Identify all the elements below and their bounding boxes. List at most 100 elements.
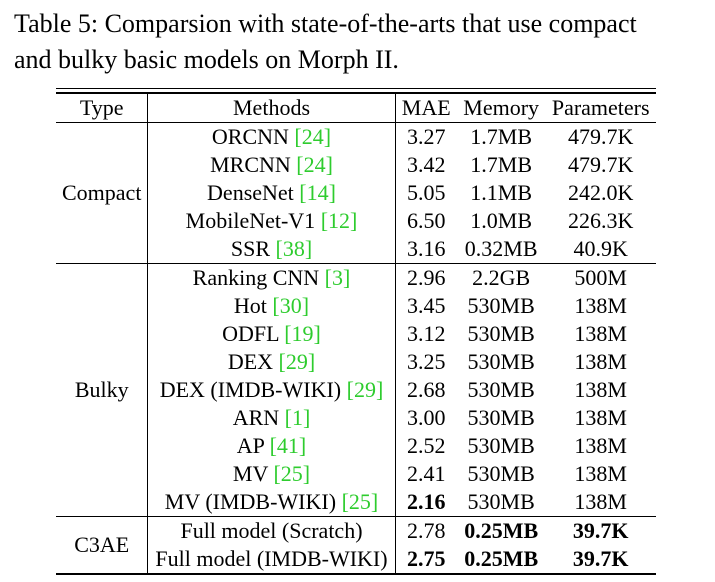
mae-cell: 5.05	[407, 180, 446, 205]
mae-cell: 3.12	[407, 321, 446, 346]
parameters-cell: 226.3K	[568, 208, 634, 233]
citation-link[interactable]: [38]	[275, 236, 313, 261]
method-cell: ARN [1]	[147, 404, 396, 432]
method-cell: AP [41]	[147, 432, 396, 460]
header-type: Type	[56, 92, 149, 123]
citation-link[interactable]: [19]	[284, 321, 321, 346]
method-cell: ORCNN [24]	[147, 122, 396, 151]
parameters-cell: 479.7K	[545, 122, 656, 151]
citation-link[interactable]: [30]	[272, 293, 310, 318]
citation-link[interactable]: [41]	[269, 433, 307, 458]
citation-link[interactable]: [25]	[273, 461, 311, 486]
citation-link[interactable]: [3]	[324, 265, 351, 290]
method-cell: MV [25]	[147, 460, 396, 488]
memory-cell: 530MB	[467, 293, 535, 318]
method-name: SSR	[230, 236, 276, 261]
memory-cell: 1.7MB	[470, 152, 533, 177]
method-name: Full model (IMDB-WIKI)	[155, 546, 388, 571]
parameters-cell: 138M	[574, 489, 627, 514]
mae-cell: 6.50	[407, 208, 446, 233]
citation-link[interactable]: [12]	[320, 208, 358, 233]
table-row: SSR [38] 3.16 0.32MB 40.9K	[56, 235, 656, 264]
mae-cell: 3.45	[407, 293, 446, 318]
parameters-cell: 138M	[574, 377, 627, 402]
mae-cell: 2.68	[407, 377, 446, 402]
parameters-cell: 40.9K	[573, 236, 628, 261]
memory-cell: 0.32MB	[464, 236, 538, 261]
mae-cell: 3.16	[407, 236, 446, 261]
citation-link[interactable]: [24]	[296, 152, 333, 177]
table-row: MRCNN [24] 3.42 1.7MB 479.7K	[56, 151, 656, 179]
method-cell: DEX (IMDB-WIKI) [29]	[147, 376, 396, 404]
mae-cell: 2.75	[395, 545, 457, 575]
table-top-rule	[56, 88, 656, 89]
memory-cell: 530MB	[467, 377, 535, 402]
method-cell: SSR [38]	[147, 235, 396, 264]
mae-cell: 2.78	[395, 516, 457, 545]
method-cell: Full model (Scratch)	[147, 516, 396, 545]
header-mae: MAE	[395, 92, 457, 123]
method-cell: Ranking CNN [3]	[147, 263, 396, 292]
method-cell: ODFL [19]	[147, 320, 396, 348]
method-name: Ranking CNN	[192, 265, 325, 290]
table-row: DEX [29] 3.25 530MB 138M	[56, 348, 656, 376]
header-row: Type Methods MAE Memory Parameters	[56, 92, 656, 123]
mae-cell: 3.00	[407, 405, 446, 430]
table-row: ARN [1] 3.00 530MB 138M	[56, 404, 656, 432]
method-name: MV (IMDB-WIKI)	[164, 489, 342, 514]
memory-cell: 530MB	[467, 433, 535, 458]
method-name: AP	[236, 433, 270, 458]
memory-cell: 0.25MB	[456, 516, 546, 545]
table-row: Full model (IMDB-WIKI) 2.75 0.25MB 39.7K	[56, 545, 656, 575]
citation-link[interactable]: [29]	[278, 349, 316, 374]
comparison-table: Type Methods MAE Memory Parameters Compa…	[56, 92, 656, 575]
parameters-cell: 500M	[545, 263, 656, 292]
method-name: MV	[232, 461, 274, 486]
method-cell: Full model (IMDB-WIKI)	[147, 545, 396, 575]
memory-cell: 1.7MB	[456, 122, 546, 151]
citation-link[interactable]: [1]	[284, 405, 311, 430]
method-name: Full model (Scratch)	[180, 518, 363, 543]
parameters-cell: 39.7K	[545, 516, 656, 545]
mae-cell: 3.42	[407, 152, 446, 177]
parameters-cell: 138M	[574, 293, 627, 318]
caption-line-1: Table 5: Comparsion with state-of-the-ar…	[14, 9, 637, 38]
method-cell: DenseNet [14]	[147, 179, 396, 207]
citation-link[interactable]: [14]	[299, 180, 336, 205]
header-parameters: Parameters	[545, 92, 656, 123]
table-row: MV [25] 2.41 530MB 138M	[56, 460, 656, 488]
method-name: MobileNet-V1	[185, 208, 321, 233]
memory-cell: 530MB	[467, 405, 535, 430]
group-type-cell: Bulky	[56, 263, 149, 517]
method-name: MRCNN	[210, 152, 297, 177]
citation-link[interactable]: [25]	[341, 489, 379, 514]
caption-line-2: and bulky basic models on Morph II.	[14, 45, 399, 74]
table-row: Hot [30] 3.45 530MB 138M	[56, 292, 656, 320]
table-row: Compact ORCNN [24] 3.27 1.7MB 479.7K	[56, 122, 656, 264]
mae-cell: 3.25	[407, 349, 446, 374]
parameters-cell: 242.0K	[568, 180, 634, 205]
method-name: ARN	[232, 405, 285, 430]
method-cell: MV (IMDB-WIKI) [25]	[147, 488, 396, 517]
parameters-cell: 138M	[574, 349, 627, 374]
table-row: MobileNet-V1 [12] 6.50 1.0MB 226.3K	[56, 207, 656, 235]
parameters-cell: 138M	[574, 461, 627, 486]
method-cell: MobileNet-V1 [12]	[147, 207, 396, 235]
mae-cell: 2.16	[407, 489, 446, 514]
mae-cell: 2.52	[407, 433, 446, 458]
parameters-cell: 39.7K	[545, 545, 656, 575]
mae-cell: 2.41	[407, 461, 446, 486]
table-row: DEX (IMDB-WIKI) [29] 2.68 530MB 138M	[56, 376, 656, 404]
method-name: DEX	[227, 349, 279, 374]
method-name: ODFL	[222, 321, 285, 346]
citation-link[interactable]: [29]	[346, 377, 384, 402]
method-cell: DEX [29]	[147, 348, 396, 376]
method-cell: Hot [30]	[147, 292, 396, 320]
method-name: Hot	[233, 293, 273, 318]
memory-cell: 2.2GB	[456, 263, 546, 292]
mae-cell: 2.96	[395, 263, 457, 292]
memory-cell: 1.1MB	[470, 180, 533, 205]
memory-cell: 530MB	[467, 489, 535, 514]
citation-link[interactable]: [24]	[294, 124, 332, 149]
memory-cell: 530MB	[467, 349, 535, 374]
